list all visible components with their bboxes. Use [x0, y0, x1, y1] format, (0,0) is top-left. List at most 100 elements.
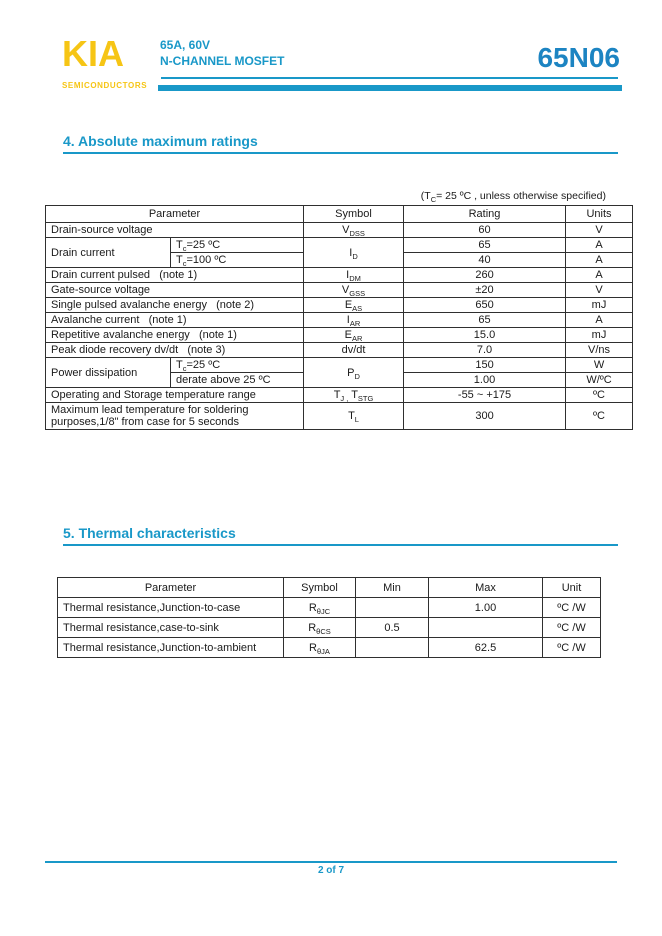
section4-title: 4. Absolute maximum ratings: [63, 133, 258, 149]
header-thin-rule: [161, 77, 618, 79]
cell: mJ: [565, 327, 634, 343]
table-row: Avalanche current (note 1) IAR 65 A: [44, 312, 634, 328]
cell: Drain-source voltage: [44, 222, 305, 238]
section4-underline: [63, 152, 618, 154]
logo-subtext: SEMICONDUCTORS: [62, 81, 148, 90]
cell: derate above 25 ºC: [169, 372, 305, 388]
cell: -55 ~ +175: [403, 387, 567, 403]
cell: Gate-source voltage: [44, 282, 305, 298]
table-row: Thermal resistance,Junction-to-ambient Rθ…: [57, 637, 601, 658]
cell: Avalanche current (note 1): [44, 312, 305, 328]
table-row: Operating and Storage temperature range T…: [44, 387, 634, 403]
column-header: Min: [355, 577, 429, 598]
abs-max-table-body: Drain-source voltage VDSS 60 V Drain current…: [44, 222, 634, 430]
thermal-table: Parameter Symbol Min Max Unit Thermal resist…: [57, 577, 601, 658]
abs-max-table: Parameter Symbol Rating Units Drain-source …: [44, 205, 634, 430]
cell: RθCS: [283, 617, 356, 638]
cell: RθJC: [283, 597, 356, 618]
cell: IAR: [303, 312, 405, 328]
table-row: Drain-source voltage VDSS 60 V: [44, 222, 634, 238]
cell: Thermal resistance,Junction-to-ambient: [57, 637, 284, 658]
cell: Operating and Storage temperature range: [44, 387, 305, 403]
cell: ºC: [565, 387, 634, 403]
table-row: Single pulsed avalanche energy (note 2) E…: [44, 297, 634, 313]
cell: Tc=25 ºC: [169, 237, 305, 253]
cell: Thermal resistance,case-to-sink: [57, 617, 284, 638]
cell: Repetitive avalanche energy (note 1): [44, 327, 305, 343]
cell: IDM: [303, 267, 405, 283]
cell: [355, 637, 429, 658]
table-row: Maximum lead temperature for soldering p…: [44, 402, 634, 430]
cell: 0.5: [355, 617, 429, 638]
cell: RθJA: [283, 637, 356, 658]
footer-rule: [45, 861, 617, 863]
thermal-table-head: Parameter Symbol Min Max Unit: [57, 577, 601, 598]
cell: 62.5: [428, 637, 543, 658]
cell: ID: [303, 237, 405, 268]
cell: W/ºC: [565, 372, 634, 388]
cell: 300: [403, 402, 567, 430]
table-row: Gate-source voltage VGSS ±20 V: [44, 282, 634, 298]
table-row: Thermal resistance,case-to-sink RθCS 0.5 ºC…: [57, 617, 601, 638]
table-row: Tc=100 ºC 40 A: [46, 252, 634, 268]
part-number: 65N06: [537, 42, 620, 73]
column-header: Symbol: [303, 205, 405, 223]
cell: ºC /W: [542, 637, 601, 658]
cell: Power dissipation: [45, 357, 171, 388]
cell: dv/dt: [303, 342, 405, 358]
cell: Tc=25 ºC: [169, 357, 305, 373]
header-row: Parameter Symbol Min Max Unit: [57, 577, 601, 598]
header-thick-rule: [158, 85, 622, 91]
cell: TL: [303, 402, 405, 430]
cell: EAS: [303, 297, 405, 313]
cell: PD: [303, 357, 405, 388]
cell: TJ , TSTG: [303, 387, 405, 403]
cell: A: [565, 237, 634, 253]
cell: [355, 597, 429, 618]
cell: ºC: [565, 402, 634, 430]
abs-max-table-head: Parameter Symbol Rating Units: [44, 205, 634, 223]
cell: Drain current pulsed (note 1): [44, 267, 305, 283]
cell: 150: [403, 357, 567, 373]
thermal-table-body: Thermal resistance,Junction-to-case RθJC 1…: [57, 597, 601, 658]
table-row: Drain current Tc=25 ºC ID 65 A: [45, 237, 634, 268]
cell: 1.00: [403, 372, 567, 388]
cell: Tc=100 ºC: [169, 252, 305, 268]
cell: mJ: [565, 297, 634, 313]
test-condition-note: (TC= 25 ºC , unless otherwise specified): [420, 190, 606, 205]
device-rating-line: 65A, 60V: [160, 38, 211, 52]
section5-underline: [63, 544, 618, 546]
column-header: Max: [428, 577, 543, 598]
table-row: Peak diode recovery dv/dt (note 3) dv/dt 7…: [44, 342, 634, 358]
column-header: Symbol: [283, 577, 356, 598]
cell: EAR: [303, 327, 405, 343]
cell: VDSS: [303, 222, 405, 238]
cell: ºC /W: [542, 597, 601, 618]
cell: Single pulsed avalanche energy (note 2): [44, 297, 305, 313]
kia-logo: KIA: [62, 33, 124, 74]
page-number: 2 of 7: [317, 865, 345, 876]
cell: A: [565, 267, 634, 283]
device-type-line: N-CHANNEL MOSFET: [160, 54, 285, 68]
cell: V/ns: [565, 342, 634, 358]
table-row: Power dissipation Tc=25 ºC PD 150 W: [45, 357, 634, 388]
cell: W: [565, 357, 634, 373]
column-header: Units: [565, 205, 634, 223]
cell: V: [565, 222, 634, 238]
table-row: derate above 25 ºC 1.00 W/ºC: [46, 372, 634, 388]
device-description: 65A, 60V N-CHANNEL MOSFET: [160, 37, 284, 69]
table-row: Drain current pulsed (note 1) IDM 260 A: [44, 267, 634, 283]
column-header: Unit: [542, 577, 601, 598]
header-row: Parameter Symbol Rating Units: [44, 205, 634, 223]
cell: Peak diode recovery dv/dt (note 3): [44, 342, 305, 358]
cell: 60: [403, 222, 567, 238]
section5-title: 5. Thermal characteristics: [63, 525, 236, 541]
cell: ºC /W: [542, 617, 601, 638]
cell: VGSS: [303, 282, 405, 298]
cell: A: [565, 252, 634, 268]
cell: Drain current: [45, 237, 171, 268]
cell: 260: [403, 267, 567, 283]
table-row: Repetitive avalanche energy (note 1) EAR 1…: [44, 327, 634, 343]
column-header: Parameter: [44, 205, 305, 223]
